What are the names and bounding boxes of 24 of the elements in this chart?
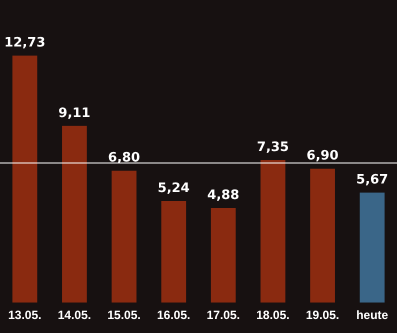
bar <box>112 170 136 303</box>
x-tick-label: heute <box>356 308 389 322</box>
bar <box>260 160 286 303</box>
data-label: 7,35 <box>256 140 289 155</box>
x-tick-label: 16.05. <box>157 308 190 322</box>
data-label: 4,88 <box>207 188 240 203</box>
data-label: 12,73 <box>4 36 46 51</box>
data-label: 6,80 <box>108 150 140 166</box>
x-tick-label: 14.05. <box>58 308 92 322</box>
bar <box>360 192 385 303</box>
bar <box>310 168 335 303</box>
bar <box>161 200 186 303</box>
x-tick-label: 15.05. <box>107 308 141 322</box>
x-tick-label: 18.05. <box>256 308 290 322</box>
bar <box>12 56 38 303</box>
x-tick-label: 13.05. <box>8 308 42 322</box>
data-label: 9,11 <box>58 106 90 121</box>
bar <box>62 126 87 303</box>
data-label: 5,24 <box>158 180 190 196</box>
x-tick-label: 17.05. <box>206 308 240 322</box>
data-label: 5,67 <box>356 172 388 188</box>
data-label: 6,90 <box>306 148 339 164</box>
x-tick-label: 19.05. <box>306 308 340 322</box>
bar <box>210 208 236 303</box>
